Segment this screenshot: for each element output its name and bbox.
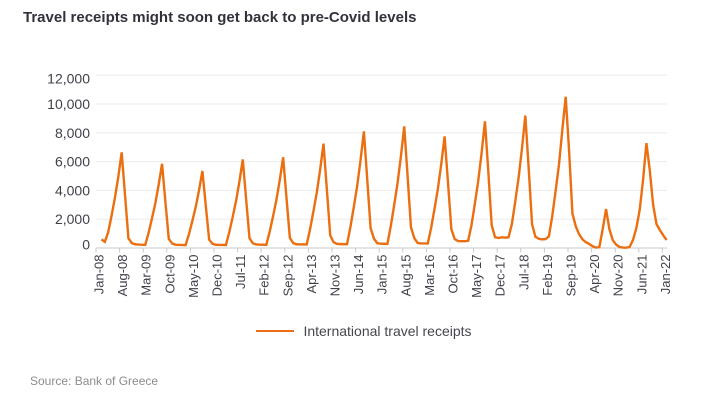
y-axis-label: 8,000 [55,125,90,141]
y-axis-label: 0 [82,237,90,253]
x-axis-label: Sep-19 [564,255,579,297]
x-axis-label: Aug-08 [115,255,130,297]
x-axis-label: May-17 [469,254,484,297]
y-axis-label: 4,000 [55,182,90,198]
x-axis-label: Jan-08 [92,255,107,295]
x-axis-label: Jul-18 [516,255,531,290]
x-axis-label: Jan-22 [658,255,673,295]
legend-line-swatch [256,330,295,332]
series-line [100,96,668,249]
x-axis-label: Jan-15 [375,255,390,295]
legend-label: International travel receipts [303,323,472,339]
x-axis-label: Jun-21 [634,255,649,295]
y-axis-label: 2,000 [55,211,90,227]
legend: International travel receipts [9,323,710,339]
y-axis-label: 12,000 [47,71,90,87]
x-axis-label: May-10 [186,255,201,298]
x-axis-label: Sep-12 [280,255,295,297]
x-axis-label: Nov-13 [328,255,343,297]
x-axis-label: Aug-15 [398,255,413,297]
source-note: Source: Bank of Greece [30,374,159,388]
y-axis-label: 6,000 [55,154,90,170]
x-axis-label: Nov-20 [611,255,626,297]
y-axis-label: 10,000 [47,96,90,112]
x-axis-label: Apr-20 [587,255,602,294]
x-axis-label: Jun-14 [351,255,366,295]
x-axis-label: Mar-16 [422,255,437,296]
x-axis-label: Jul-11 [233,255,248,289]
x-axis-label: Dec-10 [210,255,225,297]
x-axis-label: Apr-13 [304,255,319,294]
x-axis-label: Feb-19 [540,255,555,296]
x-axis-label: Dec-17 [493,255,508,297]
x-axis-label: Feb-12 [257,255,272,296]
x-axis-label: Oct-16 [446,255,461,294]
chart-title: Travel receipts might soon get back to p… [23,9,417,26]
x-axis-label: Oct-09 [162,255,177,294]
x-axis-label: Mar-09 [139,255,154,296]
